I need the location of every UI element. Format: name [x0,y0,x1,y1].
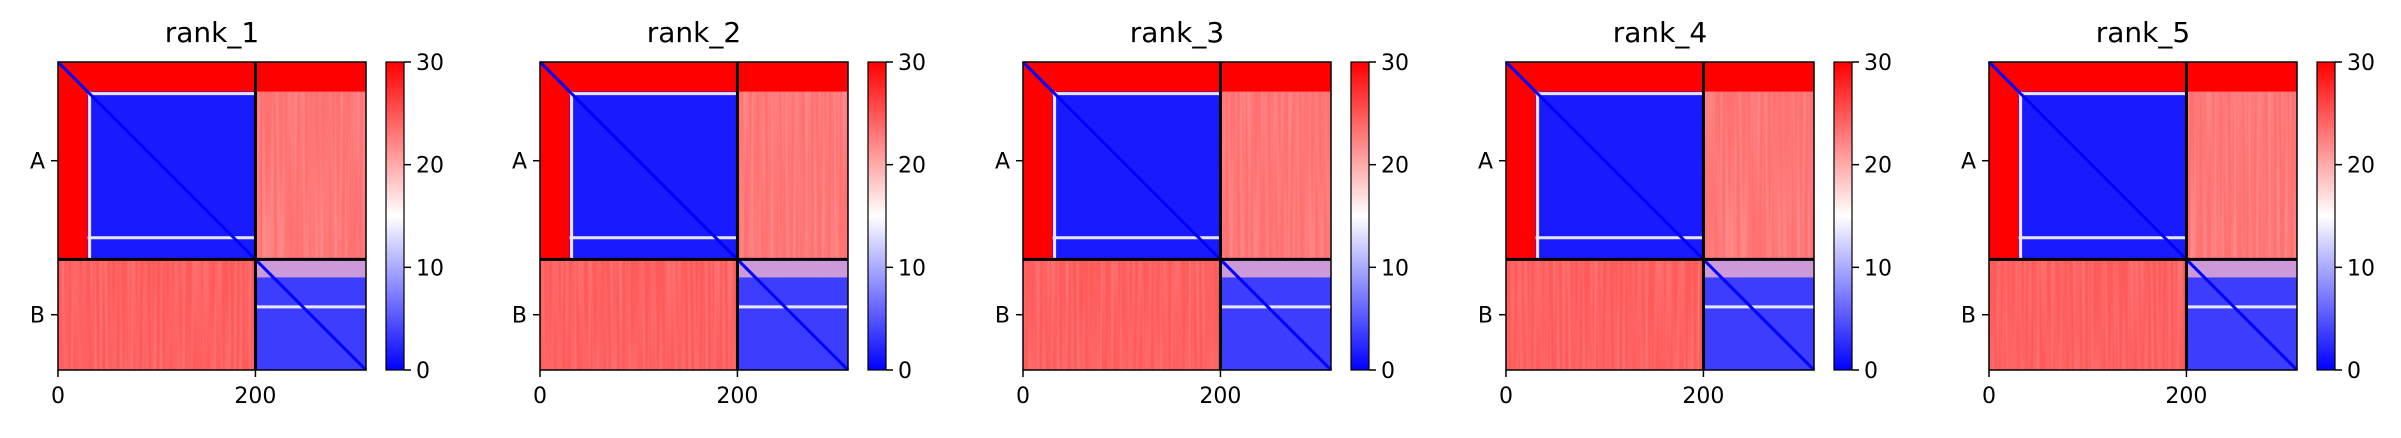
panel-1: rank_1 0 200 A B 0 10 20 30 [30,16,444,409]
panel-title: rank_4 [1613,16,1707,49]
interchain-texture-ab [2186,91,2297,260]
chain-b-top-band [2186,259,2297,278]
y-tick-label-b: B [1961,304,1976,329]
interchain-texture-ba [1023,259,1221,370]
colorbar [2316,61,2336,371]
colorbar-tick-label: 30 [416,51,444,76]
axes-frame [1505,61,1815,371]
interchain-texture-ab [255,91,366,260]
colorbar-tick-label: 0 [2347,359,2361,384]
colorbar-tick-label: 30 [2347,51,2375,76]
interchain-texture-ba [58,259,256,370]
colorbar-tick-label: 0 [416,359,430,384]
panel-title: rank_1 [165,16,259,49]
colorbar-tick-label: 30 [1864,51,1892,76]
colorbar-tick-label: 30 [898,51,926,76]
panel-3: rank_3 0 200 A B 0 10 20 30 [995,16,1409,409]
colorbar [1833,61,1853,371]
colorbar-tick-label: 20 [1381,154,1409,179]
y-tick-label-b: B [1478,304,1493,329]
panel-title: rank_3 [1130,16,1224,49]
diagonal [1987,60,2299,372]
colorbar [867,61,887,371]
chain-b-top-band [1703,259,1814,278]
chain-b-top-band [255,259,366,278]
x-tick-label: 200 [1682,384,1724,409]
y-tick-label-b: B [30,304,45,329]
interchain-texture-ab [737,91,848,260]
colorbar-tick-label: 10 [898,256,926,281]
interchain-texture-ba [1506,259,1704,370]
x-tick-label: 0 [1016,384,1030,409]
chain-b-top-band [737,259,848,278]
interchain-texture-ab [1703,91,1814,260]
y-tick-label-a: A [995,150,1010,175]
x-tick-label: 0 [1499,384,1513,409]
colorbar-tick-label: 20 [898,154,926,179]
axes-frame [1022,61,1332,371]
diagonal [538,60,850,372]
panel-title: rank_5 [2096,16,2190,49]
x-tick-label: 0 [533,384,547,409]
diagonal [1021,60,1333,372]
interchain-texture-ba [1989,259,2187,370]
x-tick-label: 0 [51,384,65,409]
x-tick-label: 200 [234,384,276,409]
colorbar-tick-label: 10 [416,256,444,281]
colorbar [385,61,405,371]
y-tick-label-b: B [995,304,1010,329]
axes-frame [539,61,849,371]
panel-title: rank_2 [647,16,741,49]
colorbar-tick-label: 0 [1381,359,1395,384]
y-tick-label-a: A [1478,150,1493,175]
panel-2: rank_2 0 200 A B 0 10 20 30 [512,16,926,409]
axes-frame [1988,61,2298,371]
colorbar-tick-label: 10 [1864,256,1892,281]
colorbar [1350,61,1370,371]
x-tick-label: 200 [2165,384,2207,409]
colorbar-tick-label: 30 [1381,51,1409,76]
y-tick-label-a: A [1961,150,1976,175]
interchain-texture-ab [1220,91,1331,260]
x-tick-label: 200 [1199,384,1241,409]
panel-4: rank_4 0 200 A B 0 10 20 30 [1478,16,1892,409]
chain-b-top-band [1220,259,1331,278]
diagonal [1504,60,1816,372]
interchain-texture-ba [540,259,738,370]
colorbar-tick-label: 20 [2347,154,2375,179]
y-tick-label-a: A [30,150,45,175]
x-tick-label: 0 [1982,384,1996,409]
axes-frame [57,61,367,371]
y-tick-label-b: B [512,304,527,329]
colorbar-tick-label: 10 [2347,256,2375,281]
colorbar-tick-label: 20 [416,154,444,179]
diagonal [56,60,368,372]
colorbar-tick-label: 20 [1864,154,1892,179]
x-tick-label: 200 [716,384,758,409]
colorbar-tick-label: 0 [1864,359,1878,384]
y-tick-label-a: A [512,150,527,175]
panel-5: rank_5 0 200 A B 0 10 20 30 [1961,16,2375,409]
colorbar-tick-label: 10 [1381,256,1409,281]
colorbar-tick-label: 0 [898,359,912,384]
